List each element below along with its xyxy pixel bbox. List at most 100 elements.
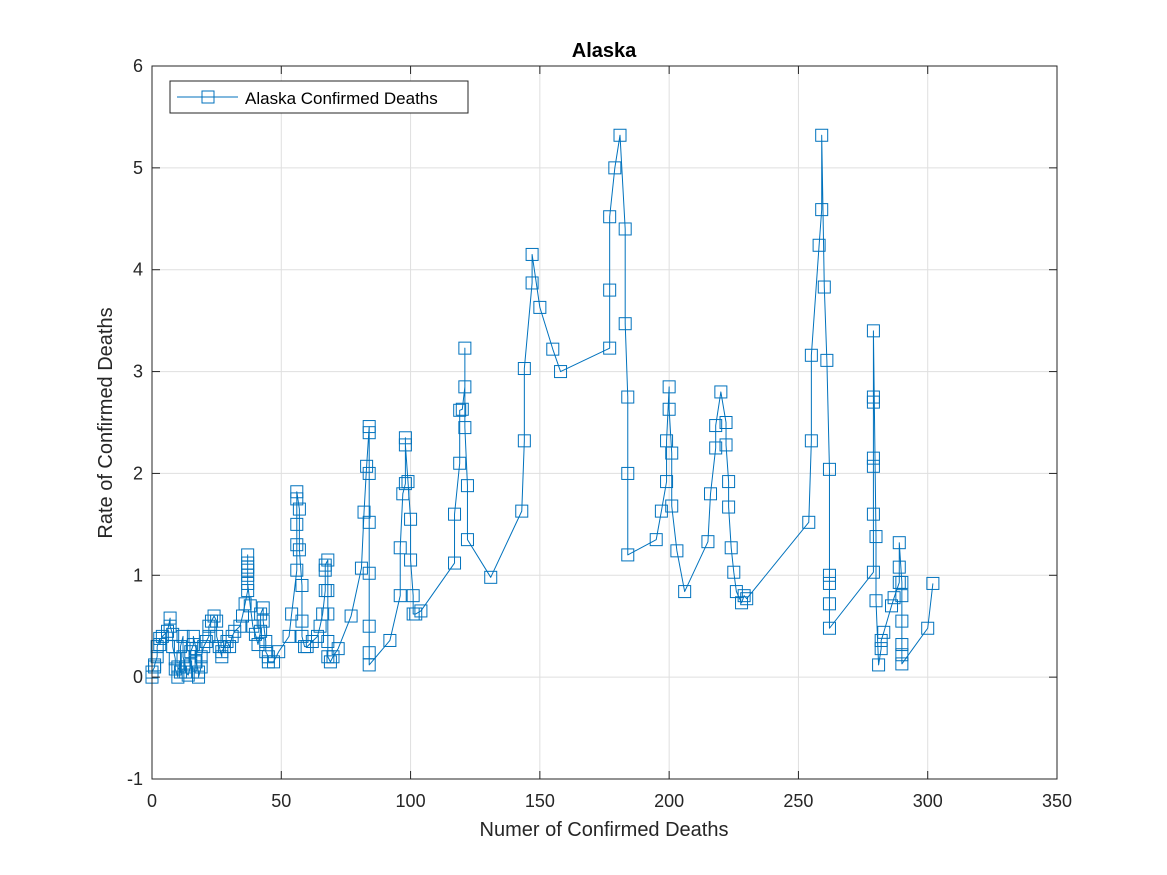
data-point-marker	[300, 640, 314, 654]
data-point-marker	[259, 634, 273, 648]
data-point-marker	[202, 629, 216, 643]
data-point-marker	[184, 645, 198, 659]
data-point-marker	[401, 475, 415, 489]
data-point-marker	[719, 416, 733, 429]
data-point-marker	[393, 589, 407, 603]
x-tick-label: 200	[654, 791, 684, 811]
data-point-marker	[362, 515, 376, 529]
data-point-marker	[546, 342, 560, 356]
y-tick-label: 5	[133, 158, 143, 178]
data-point-marker	[719, 438, 733, 452]
data-point-marker	[460, 533, 474, 547]
data-point-marker	[256, 601, 270, 615]
data-point-marker	[822, 621, 836, 635]
series-line	[151, 134, 934, 678]
data-point-marker	[318, 558, 332, 572]
data-point-marker	[259, 645, 273, 659]
data-point-marker	[171, 660, 185, 674]
data-point-marker	[453, 403, 467, 417]
data-point-marker	[613, 128, 627, 142]
data-point-marker	[662, 380, 676, 394]
x-tick-label: 300	[913, 791, 943, 811]
data-point-marker	[220, 634, 234, 648]
data-point-marker	[161, 624, 175, 638]
data-point-marker	[554, 365, 568, 379]
data-point-marker	[256, 614, 270, 628]
data-point-marker	[362, 658, 376, 672]
data-point-marker	[323, 655, 337, 669]
data-point-marker	[406, 589, 420, 603]
data-point-marker	[246, 619, 260, 633]
data-point-marker	[189, 642, 203, 656]
data-point-marker	[665, 499, 679, 513]
data-point-marker	[181, 668, 195, 682]
data-point-marker	[344, 609, 358, 623]
legend: Alaska Confirmed Deaths	[169, 80, 469, 114]
data-point-marker	[895, 648, 909, 662]
data-point-marker	[207, 609, 221, 623]
data-point-marker	[737, 589, 751, 603]
data-point-marker	[163, 611, 177, 625]
data-point-marker	[533, 300, 547, 314]
x-tick-label: 150	[525, 791, 555, 811]
data-point-marker	[194, 650, 208, 664]
data-point-marker	[895, 657, 909, 671]
data-point-marker	[866, 507, 880, 521]
data-point-marker	[241, 563, 255, 577]
data-point-marker	[885, 599, 899, 613]
data-point-marker	[714, 385, 728, 399]
data-point-marker	[148, 658, 162, 672]
data-point-marker	[729, 585, 743, 599]
data-point-marker	[820, 353, 834, 367]
data-point-marker	[238, 597, 252, 611]
data-point-marker	[895, 638, 909, 652]
x-tick-label: 0	[147, 791, 157, 811]
y-axis-label: Rate of Confirmed Deaths	[95, 307, 117, 538]
data-point-marker	[484, 570, 498, 584]
data-point-marker	[321, 584, 335, 598]
data-point-marker	[660, 475, 674, 489]
data-point-marker	[874, 633, 888, 647]
data-point-marker	[665, 446, 679, 460]
data-point-marker	[168, 662, 182, 676]
data-point-marker	[202, 619, 216, 633]
data-point-marker	[243, 599, 257, 613]
data-point-marker	[290, 563, 304, 577]
data-point-marker	[517, 362, 531, 376]
data-point-marker	[163, 619, 177, 633]
data-point-marker	[176, 629, 190, 643]
data-point-marker	[458, 421, 472, 435]
data-point-marker	[709, 441, 723, 455]
data-point-marker	[362, 566, 376, 580]
data-point-marker	[210, 614, 224, 628]
data-point-marker	[150, 640, 164, 654]
data-point-marker	[621, 390, 635, 404]
data-point-marker	[398, 431, 412, 445]
data-point-marker	[290, 517, 304, 531]
data-point-marker	[621, 548, 635, 562]
data-point-marker	[241, 576, 255, 590]
data-point-marker	[292, 502, 306, 516]
data-point-marker	[515, 504, 529, 518]
data-point-marker	[248, 627, 262, 641]
data-point-marker	[815, 128, 829, 142]
data-point-marker	[822, 597, 836, 611]
data-point-marker	[460, 479, 474, 493]
data-point-marker	[727, 565, 741, 579]
data-point-marker	[186, 638, 200, 652]
data-point-marker	[305, 634, 319, 648]
data-point-marker	[877, 625, 891, 639]
x-axis-label: Numer of Confirmed Deaths	[480, 819, 729, 841]
data-point-marker	[362, 466, 376, 480]
data-point-marker	[817, 280, 831, 294]
data-point-marker	[453, 456, 467, 470]
data-point-marker	[414, 604, 428, 618]
chart-title: Alaska	[572, 40, 637, 62]
data-point-marker	[887, 591, 901, 605]
data-point-marker	[618, 222, 632, 236]
y-tick-label: 3	[133, 362, 143, 382]
data-point-marker	[458, 341, 472, 355]
data-point-marker	[179, 665, 193, 679]
data-point-marker	[285, 607, 299, 621]
